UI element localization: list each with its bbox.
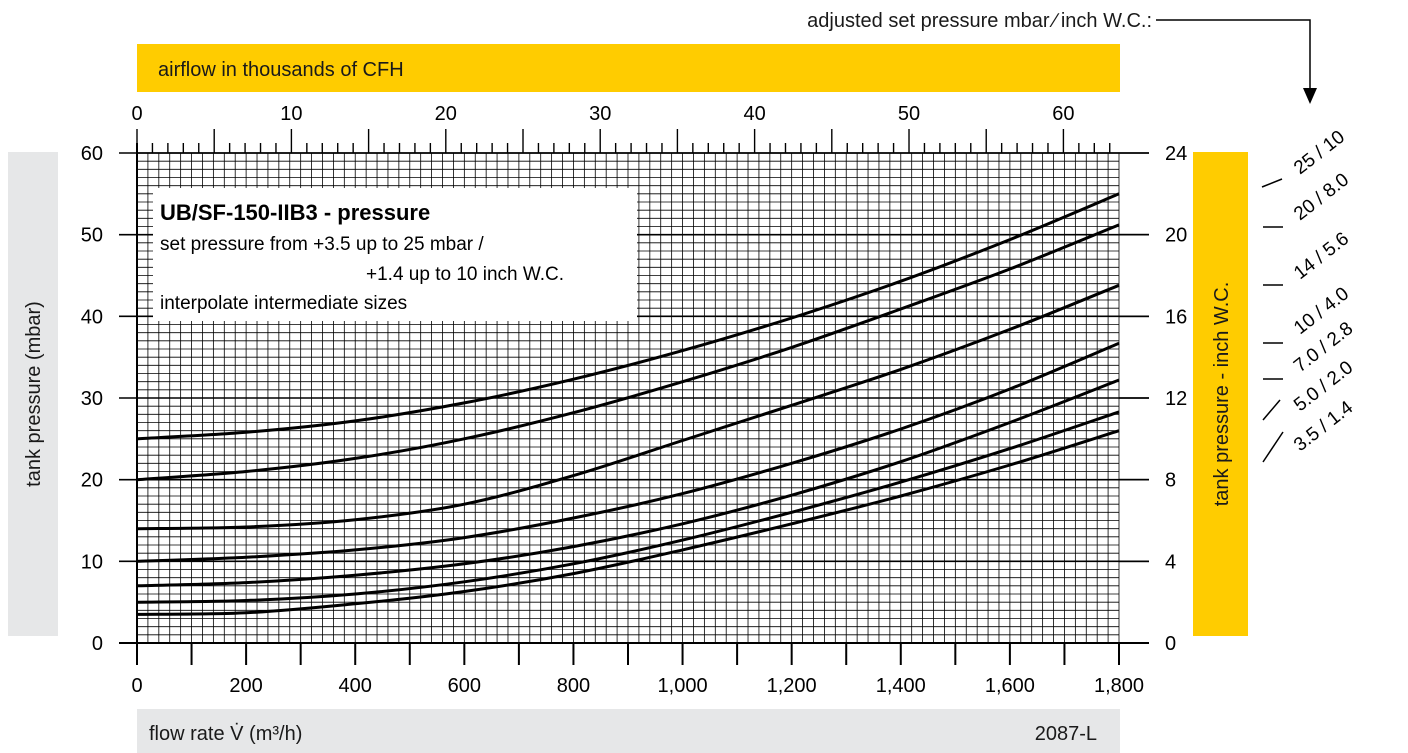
info-box: UB/SF-150-IIB3 - pressure set pressure f…: [153, 188, 637, 321]
y2-tick-label: 24: [1165, 143, 1187, 165]
curve-series-6: [136, 429, 1120, 616]
y-tick-label: 20: [81, 470, 103, 492]
bottom-band-code: 2087-L: [1035, 723, 1097, 745]
x2-tick-label: 0: [131, 103, 142, 125]
y2-tick-label: 4: [1165, 551, 1176, 573]
note-arrow-line: [1156, 19, 1311, 90]
x-tick-label: 1,000: [658, 675, 708, 697]
curve-series-3: [136, 341, 1120, 563]
curve-label-2: 14 / 5.6: [1290, 228, 1353, 284]
x-tick-label: 1,200: [767, 675, 817, 697]
y-tick-label: 40: [81, 306, 103, 328]
info-box-background: [153, 188, 637, 321]
curve-series-5: [136, 410, 1120, 604]
x2-tick-label: 10: [280, 103, 302, 125]
x2-tick-label: 50: [898, 103, 920, 125]
curve-series-0: [136, 192, 1120, 441]
y2-tick-label: 20: [1165, 225, 1187, 247]
left-band-label: tank pressure (mbar): [23, 301, 45, 487]
right-band: [1193, 152, 1248, 636]
x-tick-label: 1,800: [1094, 675, 1144, 697]
x-tick-label: 1,600: [985, 675, 1035, 697]
curve-label-marker: [1261, 178, 1283, 188]
left-band: [8, 152, 58, 636]
bottom-band-label: flow rate V̇ (m³/h): [149, 723, 302, 745]
top-band: [137, 44, 1120, 92]
y2-tick-label: 12: [1165, 388, 1187, 410]
x2-tick-label: 40: [743, 103, 765, 125]
x-tick-label: 0: [131, 675, 142, 697]
x2-tick-label: 60: [1052, 103, 1074, 125]
info-box-line2: +1.4 up to 10 inch W.C.: [366, 264, 564, 285]
info-box-title: UB/SF-150-IIB3 - pressure: [160, 200, 430, 225]
adjusted-pressure-note: adjusted set pressure mbar ∕ inch W.C.:: [807, 10, 1152, 32]
curve-label-marker: [1262, 431, 1284, 463]
curve-label-marker: [1262, 399, 1281, 421]
curve-series-4: [136, 378, 1120, 588]
x-tick-label: 800: [557, 675, 590, 697]
x2-tick-label: 20: [435, 103, 457, 125]
top-band-label: airflow in thousands of CFH: [158, 59, 404, 81]
x-tick-label: 400: [339, 675, 372, 697]
y-tick-label: 30: [81, 388, 103, 410]
curve-series-1: [136, 223, 1120, 482]
y2-tick-label: 0: [1165, 633, 1176, 655]
y-tick-label: 50: [81, 225, 103, 247]
x-tick-label: 200: [229, 675, 262, 697]
bottom-band: [137, 709, 1120, 753]
y2-tick-label: 8: [1165, 470, 1176, 492]
note-arrowhead: [1303, 88, 1317, 104]
curve-label-1: 20 / 8.0: [1290, 169, 1353, 225]
y-tick-label: 60: [81, 143, 103, 165]
y-tick-label: 0: [92, 633, 103, 655]
curve-series-2: [136, 283, 1120, 531]
y-tick-label: 10: [81, 551, 103, 573]
right-band-label: tank pressure - inch W.C.: [1211, 282, 1233, 507]
curves: [136, 192, 1120, 616]
axes: [119, 129, 1149, 665]
x-tick-label: 600: [448, 675, 481, 697]
y2-tick-label: 16: [1165, 306, 1187, 328]
x-tick-label: 1,400: [876, 675, 926, 697]
x2-tick-label: 30: [589, 103, 611, 125]
info-box-line1: set pressure from +3.5 up to 25 mbar /: [160, 234, 484, 255]
info-box-line3: interpolate intermediate sizes: [160, 293, 407, 314]
